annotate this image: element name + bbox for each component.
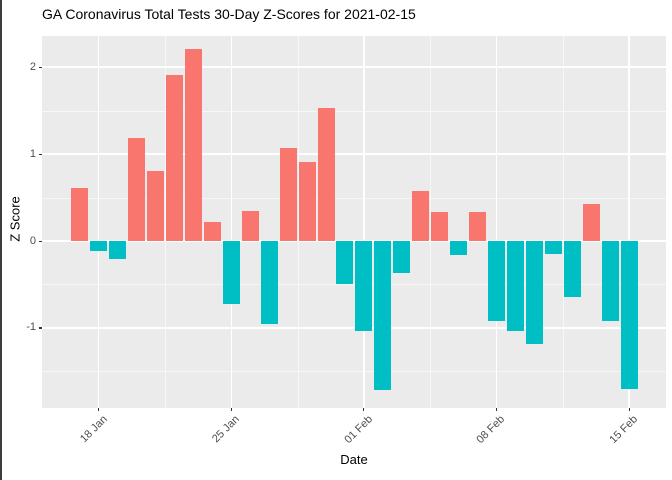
bar-positive xyxy=(128,138,146,241)
major-gridline-y xyxy=(42,240,666,242)
bar-negative xyxy=(222,241,240,304)
y-tick-mark xyxy=(39,66,42,68)
bar-positive xyxy=(279,148,297,241)
x-tick-mark xyxy=(363,408,365,411)
bar-negative xyxy=(601,241,619,321)
major-gridline-y xyxy=(42,327,666,329)
bar-negative xyxy=(109,241,127,260)
plot-panel xyxy=(42,36,666,408)
y-tick-label: 0 xyxy=(29,234,36,247)
y-tick-label: -1 xyxy=(26,321,36,334)
bar-positive xyxy=(71,187,89,241)
bar-positive xyxy=(431,212,449,241)
bar-positive xyxy=(203,221,221,241)
y-tick-label: 1 xyxy=(29,147,36,160)
chart-title: GA Coronavirus Total Tests 30-Day Z-Scor… xyxy=(42,6,416,22)
major-gridline-x xyxy=(230,36,233,408)
y-tick-mark xyxy=(39,240,42,242)
minor-gridline-x xyxy=(562,36,564,408)
bar-negative xyxy=(563,241,581,297)
y-axis-title: Z Score xyxy=(7,196,23,242)
bar-positive xyxy=(582,203,600,241)
bar-negative xyxy=(488,241,505,321)
bar-negative xyxy=(393,241,411,274)
bar-positive xyxy=(165,75,183,241)
window-left-border xyxy=(0,0,2,480)
bar-positive xyxy=(317,108,335,241)
major-gridline-x xyxy=(97,36,100,408)
bar-negative xyxy=(620,241,638,389)
bar-negative xyxy=(355,241,373,331)
major-gridline-y xyxy=(42,153,666,155)
major-gridline-x xyxy=(363,36,365,408)
major-gridline-x xyxy=(495,36,498,408)
bar-positive xyxy=(412,190,430,241)
bar-positive xyxy=(298,161,316,241)
bar-positive xyxy=(147,171,165,241)
bar-positive xyxy=(184,48,202,241)
x-tick-mark xyxy=(98,408,100,411)
bar-negative xyxy=(374,241,392,391)
bar-negative xyxy=(450,241,468,255)
minor-gridline-y xyxy=(42,284,666,286)
x-tick-mark xyxy=(495,408,498,411)
bar-positive xyxy=(469,212,487,241)
x-axis-title: Date xyxy=(340,452,368,467)
bar-negative xyxy=(544,241,562,255)
bar-negative xyxy=(506,241,524,332)
bar-positive xyxy=(241,211,259,241)
x-tick-label: 25 Jan xyxy=(210,413,243,446)
x-tick-label: 15 Feb xyxy=(607,413,640,446)
bar-negative xyxy=(90,241,108,252)
minor-gridline-y xyxy=(42,371,666,373)
bar-negative xyxy=(525,241,543,344)
y-tick-mark xyxy=(39,153,42,155)
minor-gridline-x xyxy=(430,36,432,408)
x-tick-mark xyxy=(628,408,630,411)
x-tick-label: 01 Feb xyxy=(341,413,375,446)
major-gridline-y xyxy=(42,66,666,68)
x-tick-label: 08 Feb xyxy=(474,413,508,446)
bar-negative xyxy=(260,241,278,325)
minor-gridline-y xyxy=(42,197,666,199)
minor-gridline-y xyxy=(42,110,666,112)
y-tick-mark xyxy=(39,327,42,329)
minor-gridline-x xyxy=(297,36,299,408)
x-tick-mark xyxy=(230,408,232,411)
x-tick-label: 18 Jan xyxy=(77,413,110,446)
minor-gridline-x xyxy=(165,36,166,408)
major-gridline-x xyxy=(628,36,630,408)
y-tick-label: 2 xyxy=(29,60,36,73)
bar-negative xyxy=(336,241,354,285)
